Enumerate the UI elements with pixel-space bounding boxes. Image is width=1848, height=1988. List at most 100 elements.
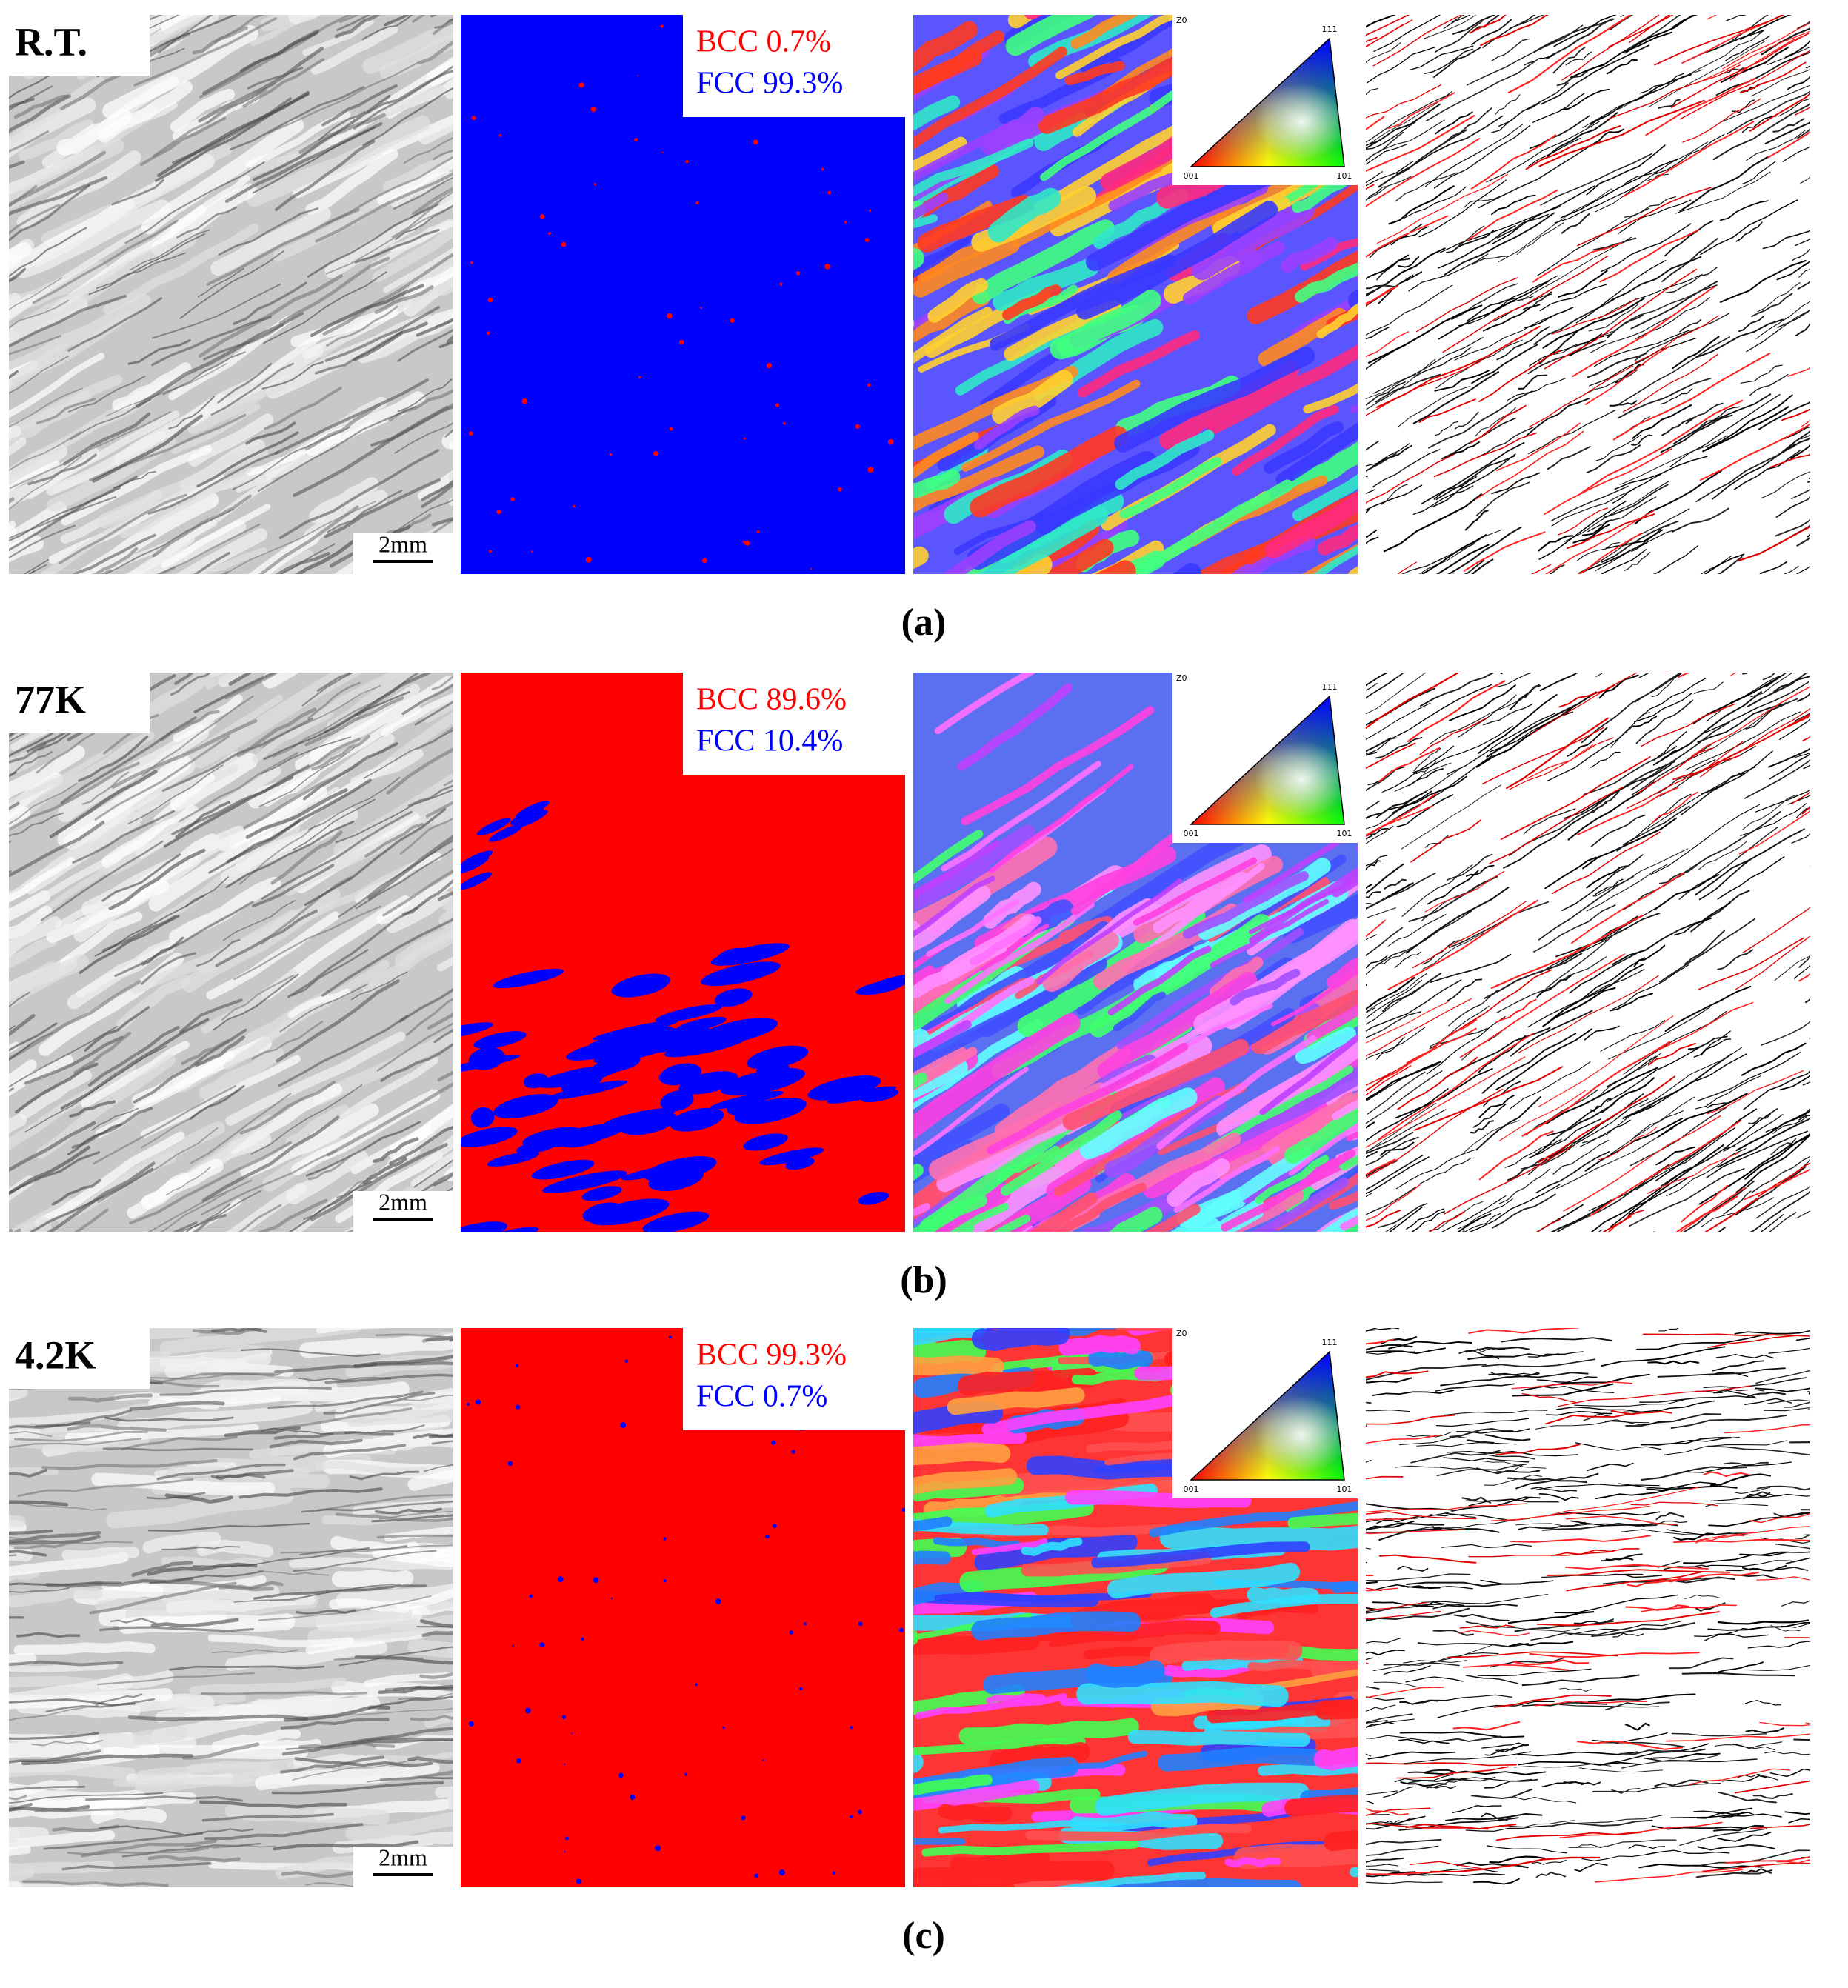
phase-speck <box>638 376 641 379</box>
grain-boundary <box>1836 605 1848 655</box>
grain-boundary <box>1401 1584 1473 1590</box>
twin-boundary <box>1495 998 1537 1023</box>
dark-band <box>151 316 272 367</box>
grain-boundary <box>1731 1306 1848 1319</box>
grain <box>1079 1087 1198 1160</box>
dark-band <box>401 683 453 716</box>
twin-boundary <box>1629 1001 1754 1066</box>
grain-boundary <box>1767 47 1810 65</box>
phase-blob <box>701 961 781 987</box>
grain <box>1324 1941 1450 1957</box>
grain-boundary <box>1612 473 1662 504</box>
grain <box>1207 344 1358 435</box>
grain-boundary <box>1524 307 1574 329</box>
grain-boundary <box>1842 992 1848 1015</box>
dark-band <box>405 998 453 1036</box>
twin-boundary <box>1815 1032 1848 1067</box>
grain <box>1138 1881 1212 1887</box>
dark-band <box>0 1972 142 1988</box>
twin-boundary <box>1366 1529 1466 1535</box>
grain <box>970 916 1042 966</box>
grain-boundary <box>1787 627 1848 667</box>
grain-boundary <box>1734 1330 1810 1335</box>
grain-boundary <box>1772 594 1848 638</box>
grain-boundary <box>1423 15 1477 39</box>
grain-boundary <box>1788 1818 1810 1824</box>
dark-band <box>31 1739 104 1747</box>
grain-boundary <box>1433 1898 1504 1912</box>
grain-boundary <box>1366 1155 1424 1191</box>
light-band <box>90 1804 167 1824</box>
grain-boundary <box>1473 15 1501 31</box>
twin-boundary <box>1596 1290 1752 1301</box>
grain-boundary <box>1812 1891 1836 1895</box>
grain-boundary <box>1424 124 1524 187</box>
grain <box>1287 1512 1358 1530</box>
dark-band <box>9 1500 69 1507</box>
phase-blob <box>664 1034 748 1058</box>
ipf-101: 101 <box>1337 171 1352 181</box>
dark-band <box>266 1276 321 1307</box>
phase-blob <box>531 1159 595 1180</box>
grain <box>799 1271 839 1297</box>
grain <box>1207 1186 1304 1232</box>
twin-boundary <box>1607 64 1741 120</box>
dark-band <box>292 1758 417 1781</box>
grain-boundary <box>1376 258 1410 281</box>
grain-boundary <box>1433 124 1531 189</box>
grain-boundary <box>1590 316 1671 353</box>
dark-band <box>13 94 72 119</box>
dark-band <box>9 1145 91 1195</box>
grain-boundary <box>1407 1769 1457 1773</box>
dark-band <box>298 113 386 154</box>
dark-band <box>22 1880 169 1887</box>
grain-boundary <box>1764 1279 1807 1313</box>
dark-band <box>0 1981 30 1987</box>
light-band <box>315 1461 428 1476</box>
ipf-111: 111 <box>1322 24 1338 34</box>
grain-boundary <box>1684 29 1765 77</box>
grain-boundary <box>1578 1104 1653 1148</box>
twin-boundary <box>1566 1515 1678 1526</box>
grain-boundary <box>1807 1391 1810 1392</box>
dark-band <box>218 207 319 256</box>
grain <box>1282 893 1358 944</box>
light-band <box>346 1408 453 1427</box>
grain-boundary <box>1465 864 1495 877</box>
grain-boundary <box>1301 1953 1327 1961</box>
phase-speck <box>573 504 576 508</box>
phase-speck <box>564 1763 566 1765</box>
ipf-triangle-white <box>1190 37 1345 167</box>
grain <box>929 584 1053 644</box>
grain-boundary <box>1538 875 1635 941</box>
grain-boundary <box>1375 373 1441 403</box>
grain-boundary <box>1366 955 1388 969</box>
grain <box>1209 956 1264 998</box>
dark-band <box>324 1238 418 1287</box>
grain-boundary <box>1393 1268 1424 1282</box>
dark-band <box>9 95 70 134</box>
dark-band <box>280 1755 385 1774</box>
grain-boundary <box>1366 1136 1419 1167</box>
twin-boundary <box>1641 1604 1738 1612</box>
dark-band <box>156 90 310 178</box>
grain-boundary <box>1581 1852 1658 1861</box>
twin-boundary <box>1595 1869 1743 1883</box>
dark-band <box>0 598 21 645</box>
grain <box>913 1516 953 1532</box>
grain-boundary <box>1365 1907 1468 1912</box>
grain-boundary <box>1497 1264 1598 1323</box>
grain-boundary <box>1756 1485 1810 1491</box>
grain-boundary <box>1835 1078 1848 1130</box>
grain <box>947 1387 1085 1415</box>
light-band <box>329 1598 410 1613</box>
grain-boundary <box>1679 319 1701 333</box>
twin-boundary <box>1493 1694 1612 1708</box>
twin-boundary <box>1375 1964 1449 1967</box>
grain-boundary <box>1748 1113 1772 1124</box>
grain-boundary <box>1623 1280 1734 1301</box>
grain <box>1056 290 1161 357</box>
grain-boundary <box>1416 1441 1517 1447</box>
dark-band <box>413 1938 510 1952</box>
phase-speck <box>766 362 773 369</box>
